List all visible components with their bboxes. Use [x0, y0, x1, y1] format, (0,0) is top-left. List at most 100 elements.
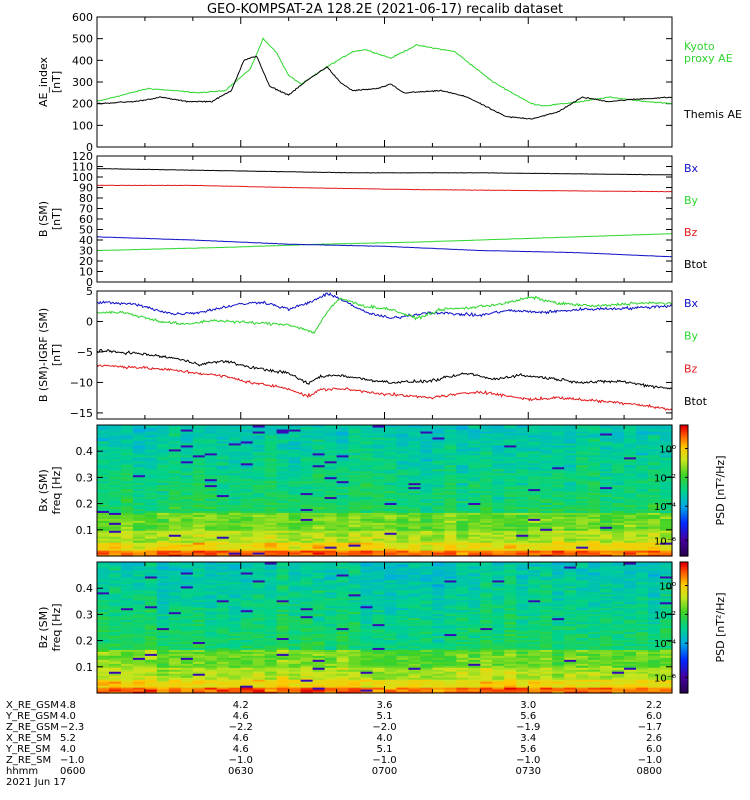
y-tick-label: 0: [86, 315, 93, 328]
legend-label: Bz: [684, 362, 698, 375]
ephemeris-value: 4.6: [233, 744, 249, 755]
colorbar: 10⁰ 10⁻² 10⁻⁴ 10⁻⁶ PSD [nT²/Hz]: [654, 561, 727, 694]
ephemeris-value: 4.6: [233, 711, 249, 722]
figure-title: GEO-KOMPSAT-2A 128.2E (2021-06-17) recal…: [207, 2, 563, 17]
spectrogram-image: [97, 562, 673, 694]
y-tick-label: 90: [79, 182, 93, 195]
ephemeris-row-label: Z_RE_SM: [6, 755, 51, 766]
series-line-bz: [96, 184, 673, 193]
series-line-bz: [96, 364, 673, 411]
legend-label: Btot: [684, 258, 708, 271]
colorbar-tick-label: 10⁻⁴: [654, 639, 676, 650]
y-tick-label: 120: [72, 150, 93, 163]
y-axis-label: Bz (SM): [37, 607, 50, 649]
ephemeris-value: −2.3: [60, 722, 84, 733]
bz-spectrogram-panel: 0.10.20.30.4Bz (SM) freq [Hz]10⁰10⁻²10⁻⁴1…: [37, 561, 727, 694]
y-axis-label: [nT]: [50, 71, 63, 93]
ephemeris-value: 3.6: [377, 700, 393, 711]
y-tick-label: 0.2: [76, 498, 94, 511]
y-tick-label: −10: [70, 376, 93, 389]
y-tick-label: −15: [70, 407, 93, 420]
legend-label: Bz: [684, 226, 698, 239]
ae-index-panel: 0 100 200 300 400 500 600 AE_index [nT] Kyotoprox…: [37, 11, 742, 154]
y-tick-label: 0.1: [76, 524, 94, 537]
ephemeris-row-label: X_RE_SM: [6, 733, 51, 744]
ephemeris-value: 5.6: [520, 711, 536, 722]
y-tick-label: 10: [79, 266, 93, 279]
ephemeris-value: 4.2: [233, 700, 249, 711]
colorbar-label: PSD [nT²/Hz]: [714, 455, 727, 525]
panel-frame: [96, 561, 673, 694]
y-tick-label: 500: [72, 33, 93, 46]
series-line-by: [96, 233, 673, 252]
ephemeris-value: −1.9: [516, 722, 540, 733]
y-axis-label: freq [Hz]: [50, 466, 63, 514]
ephemeris-date: 2021 Jun 17: [6, 777, 66, 788]
ephemeris-value: 3.0: [520, 700, 536, 711]
y-tick-label: 40: [79, 234, 93, 247]
b-residual-panel: −15 −10 −5 0 5 B (SM)-IGRF (SM) [nT] Bx By Bz Btot: [37, 285, 708, 420]
ephemeris-value: −1.0: [516, 755, 540, 766]
series-line-kyoto-proxy-ae: [96, 37, 673, 107]
ephemeris-value: −1.7: [638, 722, 662, 733]
ephemeris-value: 0700: [372, 766, 397, 777]
ephemeris-value: −1.0: [60, 755, 84, 766]
y-tick-label: 50: [79, 224, 93, 237]
ephemeris-value: 5.6: [520, 744, 536, 755]
ephemeris-table: X_RE_GSMY_RE_GSMZ_RE_GSMX_RE_SMY_RE_SMZ_…: [5, 700, 662, 788]
ephemeris-value: 0600: [60, 766, 85, 777]
legend-label: Bx: [684, 297, 699, 310]
ephemeris-value: 5.1: [377, 744, 393, 755]
bx-spectrogram-panel: 0.1 0.2 0.3 0.4 Bx (SM) freq [Hz] 10⁰10⁻²10⁻⁴1…: [37, 424, 727, 557]
y-tick-label: 0: [86, 276, 93, 289]
ephemeris-value: −1.0: [372, 755, 396, 766]
series-line-btot: [97, 167, 672, 176]
ephemeris-value: 0730: [516, 766, 541, 777]
y-tick-label: 0: [86, 141, 93, 154]
y-tick-label: 400: [72, 54, 93, 67]
panel-frame: [96, 155, 673, 283]
legend-label: Themis AE: [683, 108, 742, 121]
ephemeris-value: 2.6: [646, 733, 662, 744]
y-axis-label: freq [Hz]: [50, 603, 63, 651]
y-tick-label: 100: [72, 171, 93, 184]
ephemeris-value: 6.0: [646, 711, 662, 722]
legend-label: Bx: [684, 162, 699, 175]
y-axis-label: [nT]: [50, 344, 63, 366]
series-line-btot: [96, 348, 673, 390]
y-tick-label: 110: [72, 161, 93, 174]
series-line-bx: [96, 292, 673, 320]
panel-frame: [96, 16, 673, 148]
ephemeris-row-label: Z_RE_GSM: [6, 722, 59, 733]
ephemeris-value: 0630: [228, 766, 253, 777]
panel-frame: [96, 290, 673, 420]
ephemeris-row-label: Y_RE_GSM: [5, 711, 58, 722]
y-tick-label: 30: [79, 245, 93, 258]
legend-label: By: [684, 194, 699, 207]
colorbar-tick-label: 10⁰: [659, 445, 676, 456]
y-tick-label: −5: [77, 346, 93, 359]
ephemeris-value: 4.8: [60, 700, 76, 711]
ephemeris-row-label: X_RE_GSM: [6, 700, 59, 711]
ephemeris-value: 5.2: [60, 733, 76, 744]
colorbar-tick-label: 10⁻⁶: [654, 673, 676, 684]
y-axis-label: Bx (SM): [37, 469, 50, 512]
colorbar-label: PSD [nT²/Hz]: [714, 592, 727, 662]
legend-label: Kyoto: [684, 40, 715, 53]
y-tick-label: 200: [72, 98, 93, 111]
legend-label: Btot: [684, 395, 708, 408]
y-axis-label: B (SM): [37, 201, 50, 237]
colorbar: 10⁰ 10⁻² 10⁻⁴ 10⁻⁶ PSD [nT²/Hz]: [654, 424, 727, 557]
y-tick-label: 0.4: [76, 445, 94, 458]
ephemeris-value: −1.0: [638, 755, 662, 766]
y-tick-label: 0.3: [76, 471, 94, 484]
y-tick-label: 0.4: [76, 582, 94, 595]
ephemeris-value: 4.0: [60, 711, 76, 722]
y-axis-label: AE_index: [37, 56, 50, 107]
y-tick-label: 100: [72, 119, 93, 132]
y-tick-label: 600: [72, 11, 93, 24]
ephemeris-value: 4.6: [233, 733, 249, 744]
ephemeris-value: 5.1: [377, 711, 393, 722]
